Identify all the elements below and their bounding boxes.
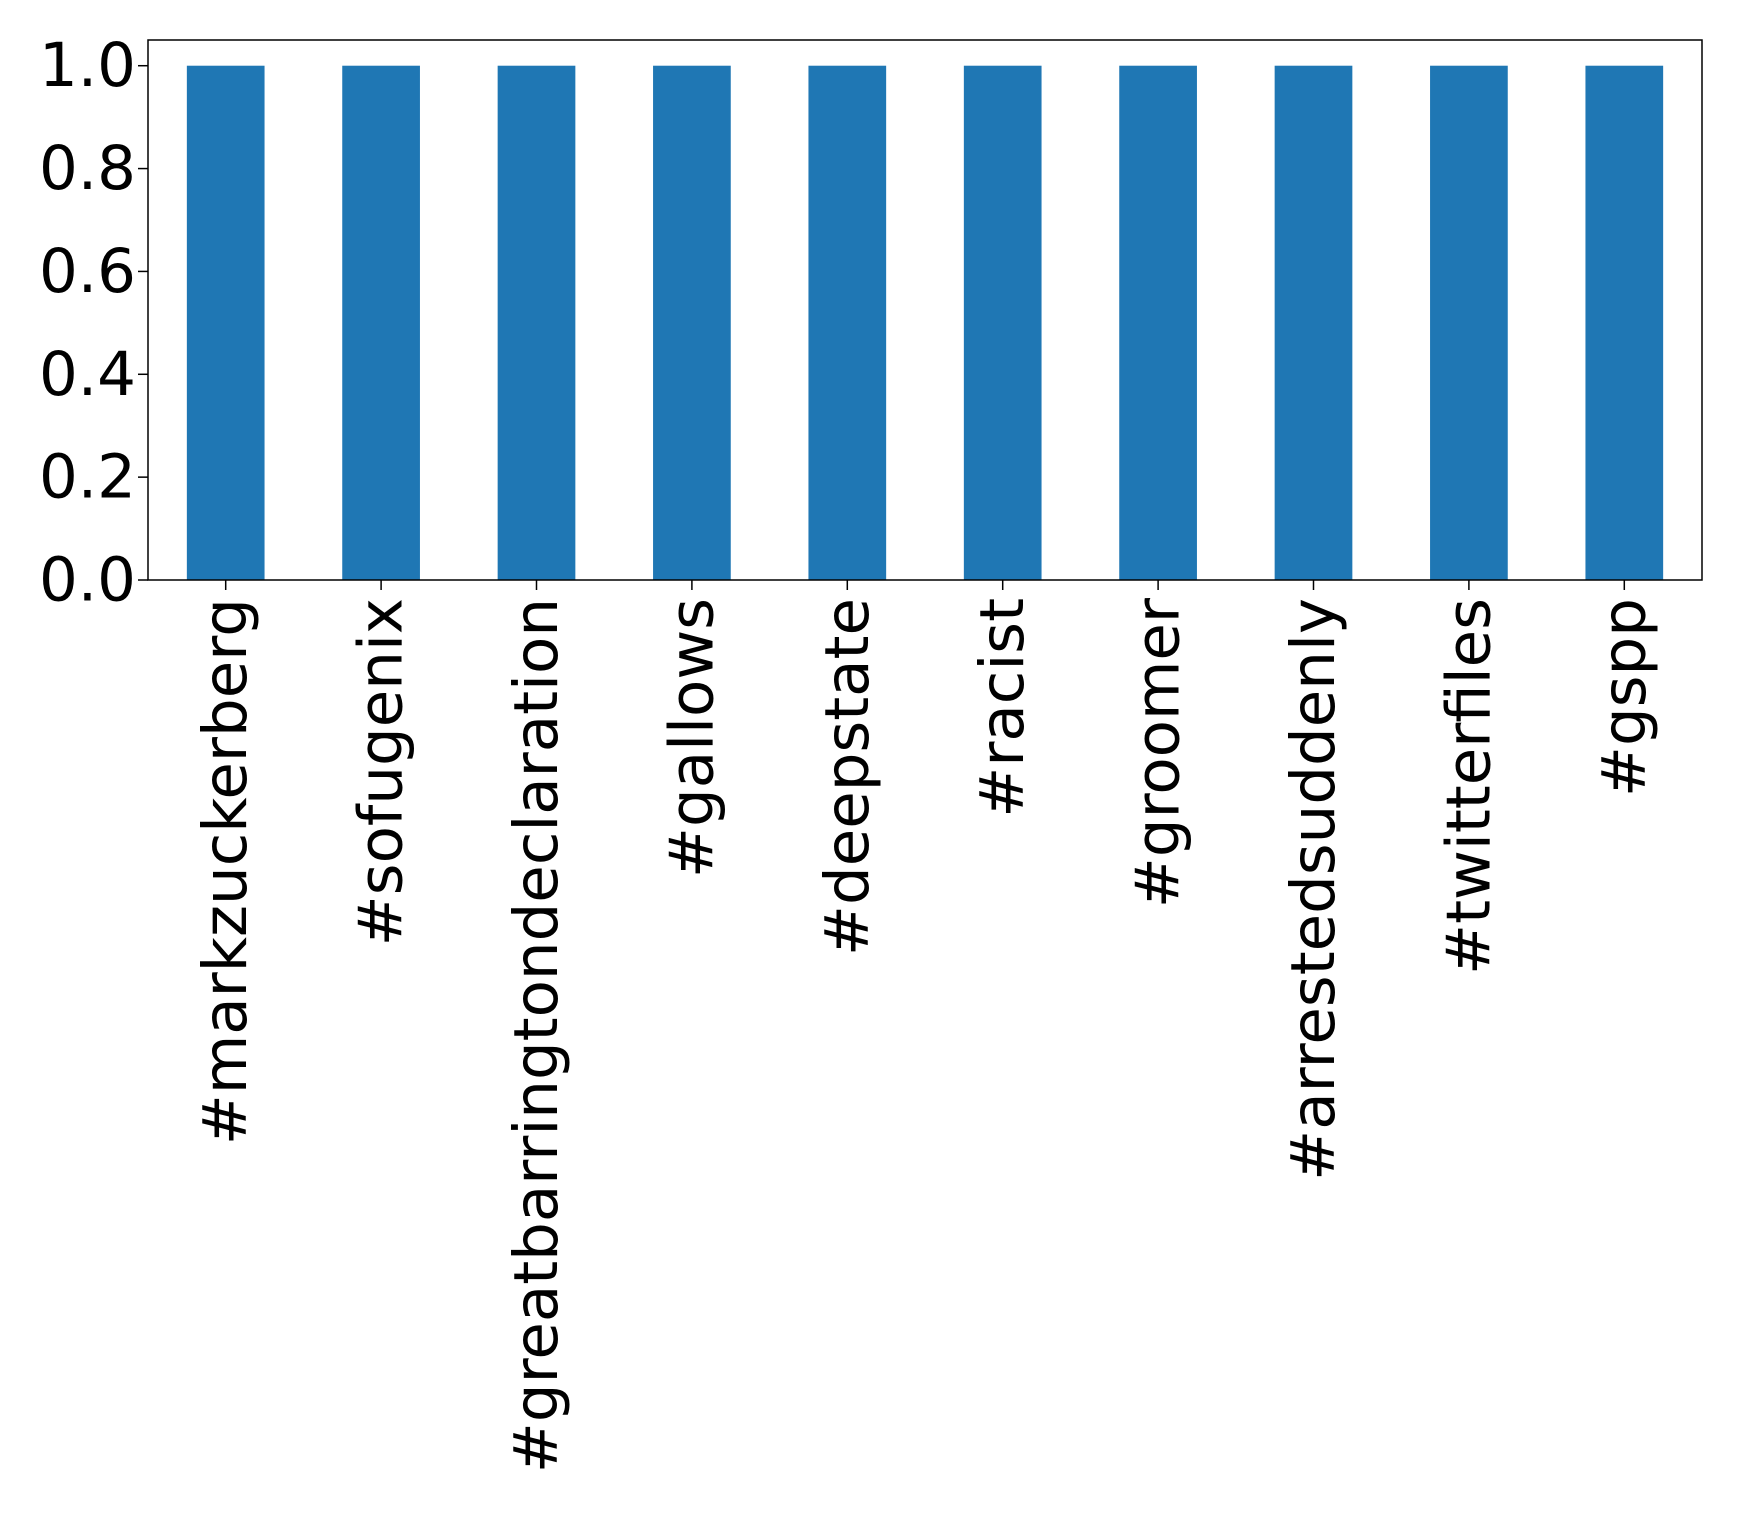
bar-racist [963,65,1042,580]
x-tick-label: #gspp [1589,598,1660,797]
x-tick-label: #greatbarringtondeclaration [501,598,572,1473]
x-tick-label: #arrestedsuddenly [1278,598,1349,1181]
bar-markzuckerberg [186,65,265,580]
bar-groomer [1119,65,1197,580]
y-tick-label: 0.0 [39,545,136,616]
y-tick-label: 0.4 [39,339,136,410]
bar-arrestedsuddenly [1274,65,1353,580]
x-tick-label: #racist [967,598,1038,818]
bar-gspp [1585,65,1664,580]
bar-sofugenix [342,65,420,580]
plot-frame [147,39,1703,581]
bars-layer [186,65,1664,580]
y-axis: 0.0 0.2 0.4 0.6 0.8 1.0 [39,30,148,616]
x-tick-label: #groomer [1123,597,1194,908]
y-tick-label: 0.2 [39,442,136,513]
y-tick-label: 0.6 [39,236,136,307]
y-tick-label: 1.0 [39,30,136,101]
x-axis: #markzuckerberg #sofugenix #greatbarringto… [190,580,1660,1473]
x-tick-label: #sofugenix [346,598,417,946]
bar-deepstate [808,65,887,580]
x-tick-label: #markzuckerberg [190,598,261,1145]
y-tick-label: 0.8 [39,133,136,204]
bar-greatbarringtondeclaration [497,65,576,580]
bar-twitterfiles [1430,65,1508,580]
x-tick-label: #deepstate [812,598,883,956]
bar-gallows [653,65,731,580]
x-tick-label: #twitterfiles [1433,598,1504,975]
x-tick-label: #gallows [656,598,727,878]
